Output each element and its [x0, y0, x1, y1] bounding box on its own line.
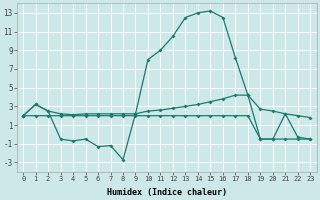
X-axis label: Humidex (Indice chaleur): Humidex (Indice chaleur)	[107, 188, 227, 197]
